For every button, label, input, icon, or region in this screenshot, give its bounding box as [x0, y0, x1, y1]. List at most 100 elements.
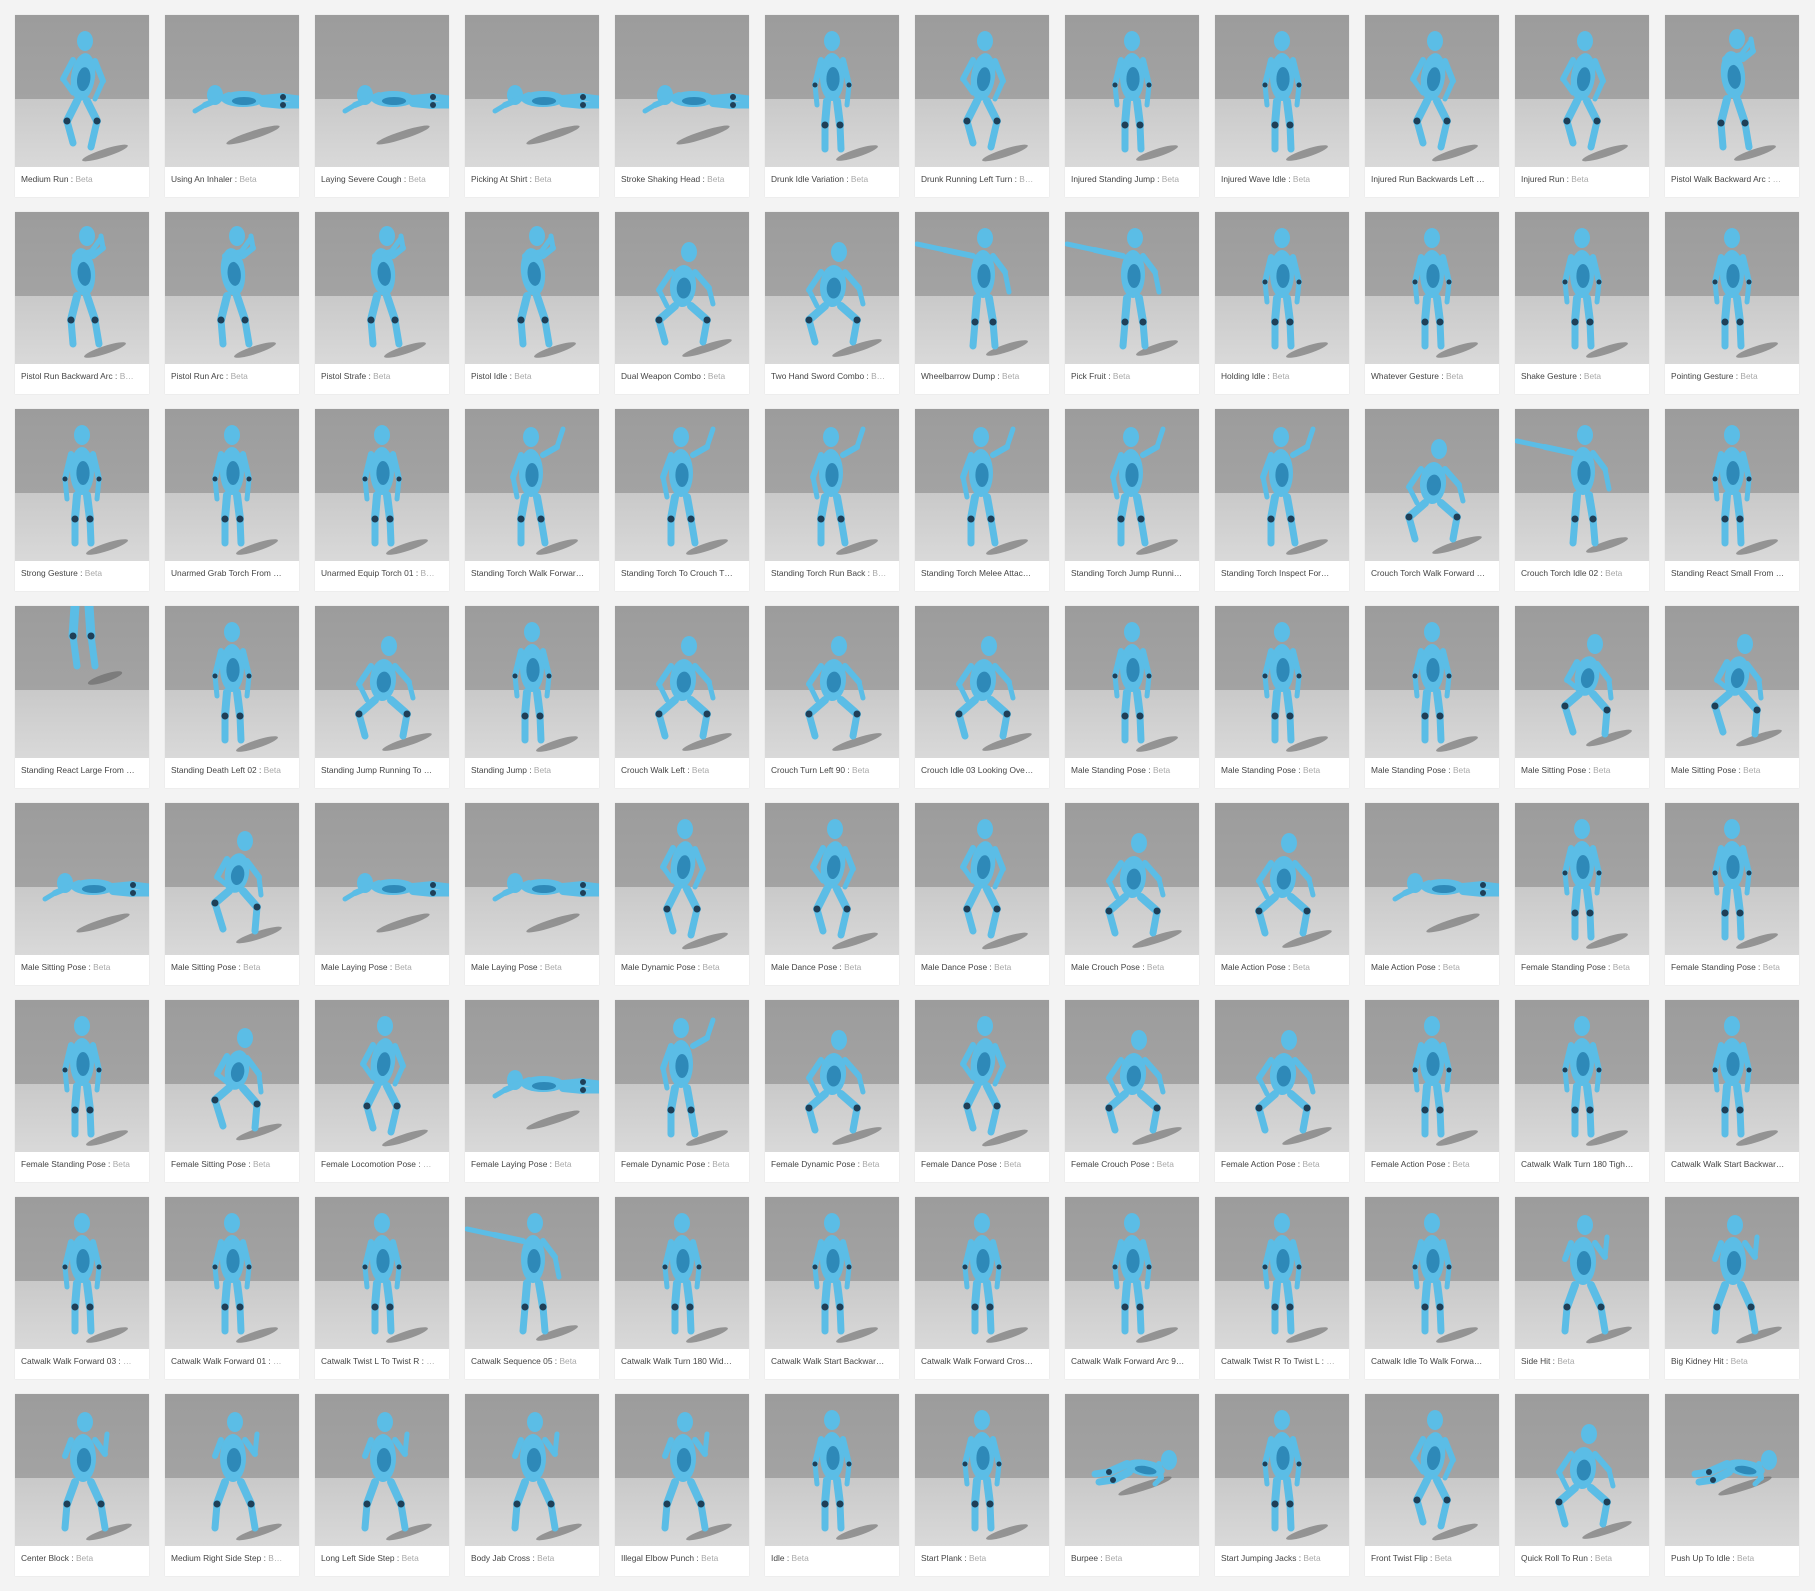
- animation-thumbnail[interactable]: [1065, 409, 1199, 561]
- animation-thumbnail[interactable]: [1665, 1197, 1799, 1349]
- animation-card[interactable]: Crouch Turn Left 90 : Beta: [765, 606, 899, 788]
- animation-thumbnail[interactable]: [765, 1197, 899, 1349]
- animation-thumbnail[interactable]: [1365, 1000, 1499, 1152]
- animation-thumbnail[interactable]: [1515, 212, 1649, 364]
- animation-card[interactable]: Male Laying Pose : Beta: [315, 803, 449, 985]
- animation-thumbnail[interactable]: [615, 15, 749, 167]
- animation-card[interactable]: Standing Torch Walk Forwar…: [465, 409, 599, 591]
- animation-thumbnail[interactable]: [1215, 1000, 1349, 1152]
- animation-thumbnail[interactable]: [1665, 409, 1799, 561]
- animation-card[interactable]: Quick Roll To Run : Beta: [1515, 1394, 1649, 1576]
- animation-card[interactable]: Unarmed Grab Torch From …: [165, 409, 299, 591]
- animation-card[interactable]: Injured Standing Jump : Beta: [1065, 15, 1199, 197]
- animation-thumbnail[interactable]: [1515, 1197, 1649, 1349]
- animation-thumbnail[interactable]: [465, 1000, 599, 1152]
- animation-card[interactable]: Start Jumping Jacks : Beta: [1215, 1394, 1349, 1576]
- animation-thumbnail[interactable]: [915, 409, 1049, 561]
- animation-thumbnail[interactable]: [165, 606, 299, 758]
- animation-thumbnail[interactable]: [15, 1394, 149, 1546]
- animation-thumbnail[interactable]: [1065, 1394, 1199, 1546]
- animation-card[interactable]: Body Jab Cross : Beta: [465, 1394, 599, 1576]
- animation-card[interactable]: Laying Severe Cough : Beta: [315, 15, 449, 197]
- animation-card[interactable]: Pistol Run Arc : Beta: [165, 212, 299, 394]
- animation-thumbnail[interactable]: [465, 1197, 599, 1349]
- animation-card[interactable]: Female Standing Pose : Beta: [1515, 803, 1649, 985]
- animation-card[interactable]: Idle : Beta: [765, 1394, 899, 1576]
- animation-thumbnail[interactable]: [1215, 1197, 1349, 1349]
- animation-thumbnail[interactable]: [165, 409, 299, 561]
- animation-card[interactable]: Catwalk Walk Forward Arc 9…: [1065, 1197, 1199, 1379]
- animation-thumbnail[interactable]: [15, 212, 149, 364]
- animation-card[interactable]: Catwalk Walk Turn 180 Wid…: [615, 1197, 749, 1379]
- animation-thumbnail[interactable]: [465, 803, 599, 955]
- animation-card[interactable]: Stroke Shaking Head : Beta: [615, 15, 749, 197]
- animation-card[interactable]: Wheelbarrow Dump : Beta: [915, 212, 1049, 394]
- animation-thumbnail[interactable]: [15, 1197, 149, 1349]
- animation-thumbnail[interactable]: [1065, 1000, 1199, 1152]
- animation-thumbnail[interactable]: [1215, 803, 1349, 955]
- animation-card[interactable]: Center Block : Beta: [15, 1394, 149, 1576]
- animation-card[interactable]: Strong Gesture : Beta: [15, 409, 149, 591]
- animation-card[interactable]: Male Dance Pose : Beta: [765, 803, 899, 985]
- animation-thumbnail[interactable]: [1665, 212, 1799, 364]
- animation-thumbnail[interactable]: [1365, 606, 1499, 758]
- animation-card[interactable]: Catwalk Walk Turn 180 Tigh…: [1515, 1000, 1649, 1182]
- animation-card[interactable]: Female Action Pose : Beta: [1365, 1000, 1499, 1182]
- animation-card[interactable]: Injured Wave Idle : Beta: [1215, 15, 1349, 197]
- animation-card[interactable]: Pistol Strafe : Beta: [315, 212, 449, 394]
- animation-card[interactable]: Illegal Elbow Punch : Beta: [615, 1394, 749, 1576]
- animation-card[interactable]: Medium Right Side Step : B…: [165, 1394, 299, 1576]
- animation-card[interactable]: Catwalk Idle To Walk Forwa…: [1365, 1197, 1499, 1379]
- animation-card[interactable]: Pointing Gesture : Beta: [1665, 212, 1799, 394]
- animation-card[interactable]: Male Dynamic Pose : Beta: [615, 803, 749, 985]
- animation-thumbnail[interactable]: [1365, 803, 1499, 955]
- animation-card[interactable]: Drunk Idle Variation : Beta: [765, 15, 899, 197]
- animation-card[interactable]: Holding Idle : Beta: [1215, 212, 1349, 394]
- animation-card[interactable]: Injured Run Backwards Left …: [1365, 15, 1499, 197]
- animation-card[interactable]: Crouch Walk Left : Beta: [615, 606, 749, 788]
- animation-thumbnail[interactable]: [1665, 1000, 1799, 1152]
- animation-thumbnail[interactable]: [915, 606, 1049, 758]
- animation-thumbnail[interactable]: [615, 1394, 749, 1546]
- animation-thumbnail[interactable]: [1665, 1394, 1799, 1546]
- animation-thumbnail[interactable]: [1665, 803, 1799, 955]
- animation-card[interactable]: Female Laying Pose : Beta: [465, 1000, 599, 1182]
- animation-card[interactable]: Female Sitting Pose : Beta: [165, 1000, 299, 1182]
- animation-thumbnail[interactable]: [315, 606, 449, 758]
- animation-card[interactable]: Female Dynamic Pose : Beta: [615, 1000, 749, 1182]
- animation-card[interactable]: Pick Fruit : Beta: [1065, 212, 1199, 394]
- animation-thumbnail[interactable]: [1365, 409, 1499, 561]
- animation-card[interactable]: Male Dance Pose : Beta: [915, 803, 1049, 985]
- animation-thumbnail[interactable]: [15, 15, 149, 167]
- animation-thumbnail[interactable]: [1365, 1394, 1499, 1546]
- animation-thumbnail[interactable]: [465, 409, 599, 561]
- animation-thumbnail[interactable]: [1515, 1000, 1649, 1152]
- animation-thumbnail[interactable]: [315, 1000, 449, 1152]
- animation-card[interactable]: Injured Run : Beta: [1515, 15, 1649, 197]
- animation-card[interactable]: Start Plank : Beta: [915, 1394, 1049, 1576]
- animation-card[interactable]: Standing Torch Inspect For…: [1215, 409, 1349, 591]
- animation-thumbnail[interactable]: [1215, 606, 1349, 758]
- animation-card[interactable]: Male Sitting Pose : Beta: [1665, 606, 1799, 788]
- animation-card[interactable]: Crouch Torch Idle 02 : Beta: [1515, 409, 1649, 591]
- animation-thumbnail[interactable]: [615, 212, 749, 364]
- animation-card[interactable]: Pistol Idle : Beta: [465, 212, 599, 394]
- animation-thumbnail[interactable]: [615, 803, 749, 955]
- animation-thumbnail[interactable]: [615, 409, 749, 561]
- animation-card[interactable]: Standing React Large From …: [15, 606, 149, 788]
- animation-thumbnail[interactable]: [765, 212, 899, 364]
- animation-thumbnail[interactable]: [1065, 1197, 1199, 1349]
- animation-thumbnail[interactable]: [915, 15, 1049, 167]
- animation-card[interactable]: Pistol Run Backward Arc : B…: [15, 212, 149, 394]
- animation-thumbnail[interactable]: [315, 15, 449, 167]
- animation-thumbnail[interactable]: [1365, 15, 1499, 167]
- animation-thumbnail[interactable]: [15, 803, 149, 955]
- animation-card[interactable]: Male Standing Pose : Beta: [1365, 606, 1499, 788]
- animation-card[interactable]: Crouch Idle 03 Looking Ove…: [915, 606, 1049, 788]
- animation-thumbnail[interactable]: [615, 606, 749, 758]
- animation-card[interactable]: Standing Jump Running To …: [315, 606, 449, 788]
- animation-card[interactable]: Front Twist Flip : Beta: [1365, 1394, 1499, 1576]
- animation-card[interactable]: Unarmed Equip Torch 01 : B…: [315, 409, 449, 591]
- animation-thumbnail[interactable]: [1065, 212, 1199, 364]
- animation-card[interactable]: Female Crouch Pose : Beta: [1065, 1000, 1199, 1182]
